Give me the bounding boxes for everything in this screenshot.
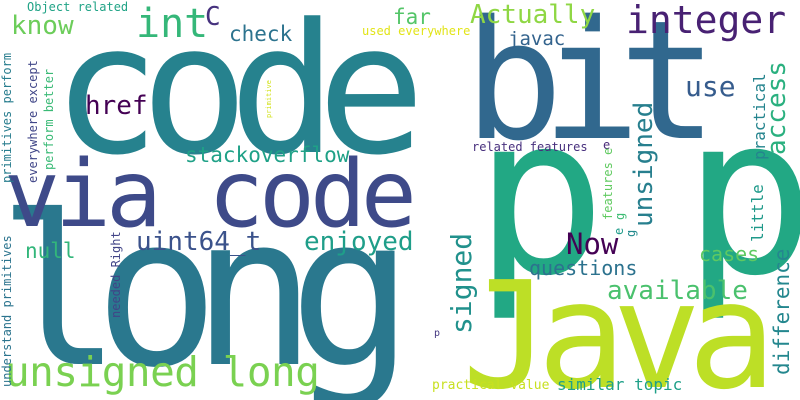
word-unsigned-vertical: unsigned bbox=[629, 101, 659, 227]
word-difference-vertical: difference bbox=[770, 248, 794, 375]
word-uint64-t: uint64_t bbox=[136, 227, 262, 257]
word-perform-better-vertical: perform better bbox=[42, 68, 56, 170]
word-via-code: via code bbox=[4, 140, 417, 248]
word-enjoyed: enjoyed bbox=[304, 227, 414, 257]
word-java: Java bbox=[462, 250, 776, 400]
word-e: e bbox=[603, 138, 611, 152]
word-integer: integer bbox=[626, 0, 787, 42]
word-null: null bbox=[25, 239, 76, 263]
word-use: use bbox=[685, 70, 736, 103]
word-check: check bbox=[229, 22, 293, 46]
word-cases: cases bbox=[699, 242, 760, 266]
word-practical-vertical: practical bbox=[750, 73, 769, 160]
word-similar-topic: similar topic bbox=[557, 375, 683, 394]
word-href: href bbox=[85, 91, 148, 121]
word-unsigned-long: unsigned long bbox=[5, 348, 320, 396]
word-used-everywhere: used everywhere bbox=[362, 24, 471, 38]
word-c: C bbox=[205, 2, 221, 32]
word-understand-primitives-vertical: understand primitives bbox=[0, 235, 14, 387]
word-int: int bbox=[136, 1, 209, 47]
word-p-p: p p bbox=[474, 68, 800, 324]
word-g-vertical-2: g bbox=[624, 229, 638, 237]
word-now: Now bbox=[566, 227, 619, 261]
word-stackoverflow: stackoverflow bbox=[185, 143, 350, 167]
word-object-related: Object related bbox=[27, 0, 129, 14]
word-everywhere-except-vertical: everywhere except bbox=[26, 60, 40, 183]
word-related-features: related features bbox=[472, 140, 588, 154]
word-g-vertical: g bbox=[613, 212, 627, 220]
word-signed-vertical: signed bbox=[445, 232, 478, 334]
word-little-vertical: little bbox=[748, 184, 767, 242]
word-needed-right-vertical: needed Right bbox=[109, 231, 123, 318]
word-know: know bbox=[11, 11, 74, 41]
word-questions: questions bbox=[529, 256, 638, 280]
word-javac: javac bbox=[508, 28, 566, 50]
word-code: code bbox=[52, 0, 426, 195]
word-long: long bbox=[0, 172, 414, 400]
word-far: far bbox=[393, 5, 431, 29]
word-features-e-vertical: features e bbox=[601, 147, 615, 220]
word-p: p bbox=[434, 328, 441, 339]
word-bit: bit bbox=[464, 0, 718, 177]
word-actually: Actually bbox=[470, 0, 596, 30]
word-primitives-perform-vertical: primitives perform bbox=[0, 52, 14, 183]
word-available: available bbox=[607, 276, 748, 306]
word-practical-value: practical value bbox=[432, 378, 550, 393]
word-primitive-vertical: primitive bbox=[265, 80, 273, 118]
